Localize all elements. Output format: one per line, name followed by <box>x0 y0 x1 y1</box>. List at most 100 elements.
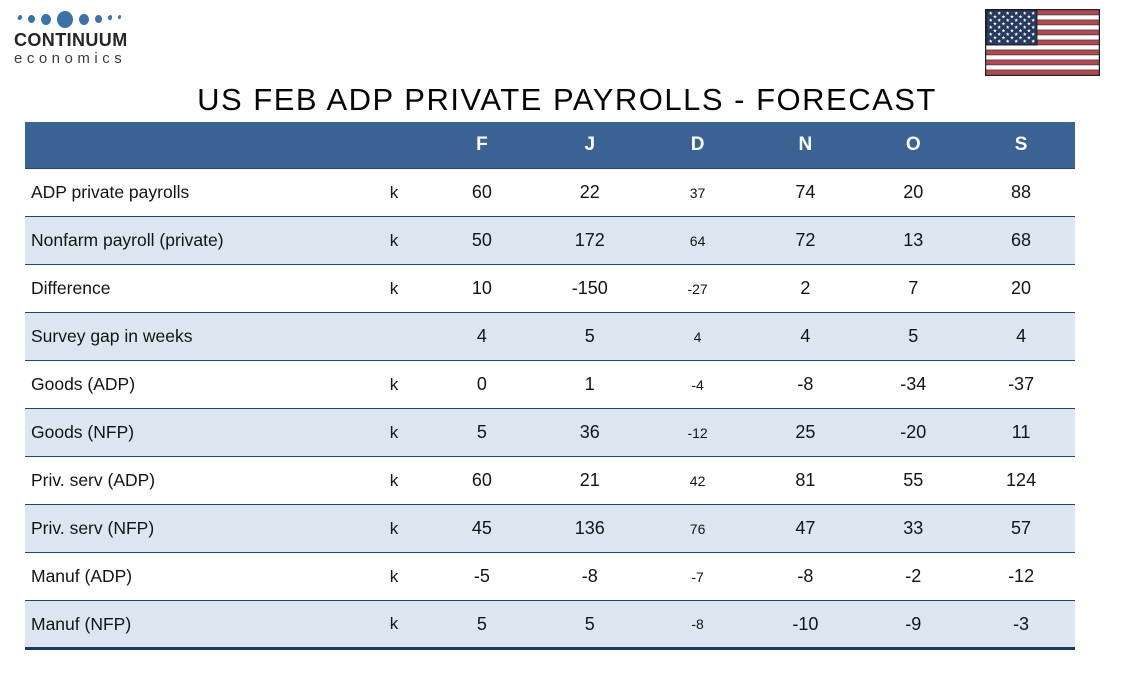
table-row: ADP private payrolls k 60 22 37 74 20 88 <box>25 168 1075 217</box>
row-label: Manuf (NFP) <box>31 613 132 634</box>
cell-value: -37 <box>1008 374 1035 394</box>
cell-value: 136 <box>574 518 605 538</box>
table-header-row: F J D N O S <box>25 122 1075 169</box>
column-header-label <box>25 122 360 169</box>
row-unit: k <box>389 518 399 538</box>
cell-value: -8 <box>797 566 814 586</box>
cell-value: 57 <box>1011 518 1032 538</box>
cell-value: 76 <box>689 520 706 537</box>
cell-value: 124 <box>1006 470 1037 490</box>
cell-value: -5 <box>473 566 490 586</box>
cell-value: 2 <box>800 278 811 298</box>
logo-dots-icon <box>17 10 194 28</box>
logo-dot <box>41 13 51 25</box>
cell-value: 5 <box>476 422 487 442</box>
cell-value: 25 <box>795 422 816 442</box>
cell-value: -12 <box>1008 566 1035 586</box>
cell-value: 68 <box>1011 230 1032 250</box>
logo-wordmark: CONTINUUM <box>14 30 128 50</box>
continuum-logo: CONTINUUM economics <box>14 10 194 67</box>
row-unit: k <box>389 614 399 633</box>
row-unit: k <box>389 374 399 394</box>
cell-value: 4 <box>1016 326 1027 346</box>
row-label: ADP private payrolls <box>31 182 190 202</box>
cell-value: -10 <box>792 613 819 634</box>
cell-value: -34 <box>900 374 927 394</box>
row-unit: k <box>389 230 399 250</box>
cell-value: 74 <box>795 182 816 202</box>
cell-value: -8 <box>797 374 814 394</box>
logo-dot <box>117 14 122 20</box>
table-row: Manuf (NFP) k 5 5 -8 -10 -9 -3 <box>25 600 1075 649</box>
table-row: Manuf (ADP) k -5 -8 -7 -8 -2 -12 <box>25 552 1075 601</box>
logo-dot <box>79 13 89 25</box>
us-flag-icon <box>985 9 1100 76</box>
cell-value: -4 <box>691 376 704 393</box>
cell-value: 64 <box>689 232 706 249</box>
cell-value: 21 <box>579 470 600 490</box>
logo-dot <box>95 15 102 23</box>
cell-value: 4 <box>800 326 811 346</box>
cell-value: 22 <box>579 182 600 202</box>
table-row: Priv. serv (ADP) k 60 21 42 81 55 124 <box>25 456 1075 505</box>
cell-value: -27 <box>687 280 708 297</box>
cell-value: 60 <box>471 182 492 202</box>
cell-value: 13 <box>903 230 924 250</box>
table-row: Goods (ADP) k 0 1 -4 -8 -34 -37 <box>25 360 1075 409</box>
cell-value: 50 <box>471 230 492 250</box>
row-label: Priv. serv (NFP) <box>31 518 155 538</box>
table-row: Difference k 10 -150 -27 2 7 20 <box>25 264 1075 313</box>
row-label: Goods (NFP) <box>31 422 135 442</box>
column-header-f: F <box>428 122 536 169</box>
row-label: Nonfarm payroll (private) <box>31 230 224 250</box>
cell-value: 20 <box>903 182 924 202</box>
row-unit: k <box>389 470 399 490</box>
column-header-j: J <box>535 122 644 169</box>
cell-value: 11 <box>1011 422 1031 442</box>
cell-value: -8 <box>581 566 598 586</box>
logo-subtitle: economics <box>14 50 127 67</box>
cell-value: 37 <box>689 184 706 201</box>
cell-value: 81 <box>795 470 816 490</box>
row-unit <box>360 313 428 361</box>
forecast-table: F J D N O S ADP private payrolls k 60 22… <box>25 122 1075 650</box>
cell-value: 172 <box>574 230 605 250</box>
logo-dot <box>107 13 113 21</box>
cell-value: 55 <box>903 470 924 490</box>
cell-value: -7 <box>691 568 704 585</box>
column-header-d: D <box>643 122 752 169</box>
row-label: Priv. serv (ADP) <box>31 470 156 490</box>
column-header-n: N <box>751 122 860 169</box>
table-row: Goods (NFP) k 5 36 -12 25 -20 11 <box>25 408 1075 457</box>
cell-value: 4 <box>476 326 487 346</box>
row-unit: k <box>389 566 399 586</box>
cell-value: 5 <box>476 613 487 634</box>
table-row: Survey gap in weeks 4 5 4 4 5 4 <box>25 312 1075 361</box>
cell-value: 0 <box>476 374 487 394</box>
cell-value: 88 <box>1011 182 1032 202</box>
cell-value: -12 <box>687 424 708 441</box>
row-label: Manuf (ADP) <box>31 566 133 586</box>
row-label: Goods (ADP) <box>31 374 136 394</box>
logo-dot <box>28 15 35 23</box>
column-header-unit <box>360 122 428 169</box>
cell-value: -8 <box>691 616 704 632</box>
cell-value: 5 <box>584 326 595 346</box>
cell-value: 42 <box>689 472 706 489</box>
table-row: Priv. serv (NFP) k 45 136 76 47 33 57 <box>25 504 1075 553</box>
cell-value: 1 <box>584 374 595 394</box>
column-header-o: O <box>859 122 968 169</box>
row-unit: k <box>389 422 399 442</box>
row-label: Difference <box>31 278 111 298</box>
cell-value: 36 <box>579 422 600 442</box>
cell-value: 20 <box>1011 278 1032 298</box>
page-title: US FEB ADP PRIVATE PAYROLLS - FORECAST <box>197 82 937 117</box>
logo-dot <box>57 10 73 28</box>
cell-value: -2 <box>905 566 922 586</box>
table-row: Nonfarm payroll (private) k 50 172 64 72… <box>25 216 1075 265</box>
row-label: Survey gap in weeks <box>31 326 193 346</box>
cell-value: -20 <box>900 422 927 442</box>
column-header-s: S <box>967 122 1075 169</box>
cell-value: 72 <box>795 230 816 250</box>
